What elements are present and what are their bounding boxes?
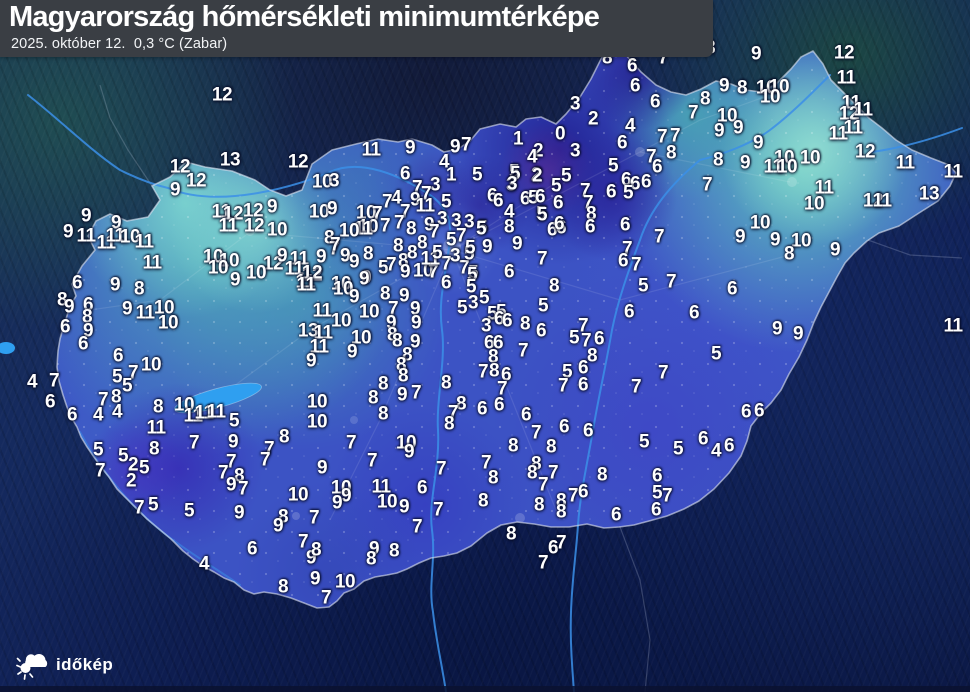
hungary-border [56,46,957,609]
bottom-edge-shadow [0,686,970,692]
page-subtitle: 2025. október 12. 0,3 °C (Zabar) [11,36,228,52]
lake-ferto [0,342,15,354]
foreign-borders [99,84,963,692]
page-title: Magyarország hőmérsékleti minimumtérképe [9,1,600,33]
sun-cloud-icon [16,654,48,680]
lake-balaton [174,382,262,414]
logo-text: időkép [56,655,114,674]
tisza-river [569,74,831,692]
idokep-logo: időkép [16,650,113,680]
danube-river [27,94,452,692]
szamos-river [871,127,963,153]
title-bar: Magyarország hőmérsékleti minimumtérképe… [0,0,713,57]
